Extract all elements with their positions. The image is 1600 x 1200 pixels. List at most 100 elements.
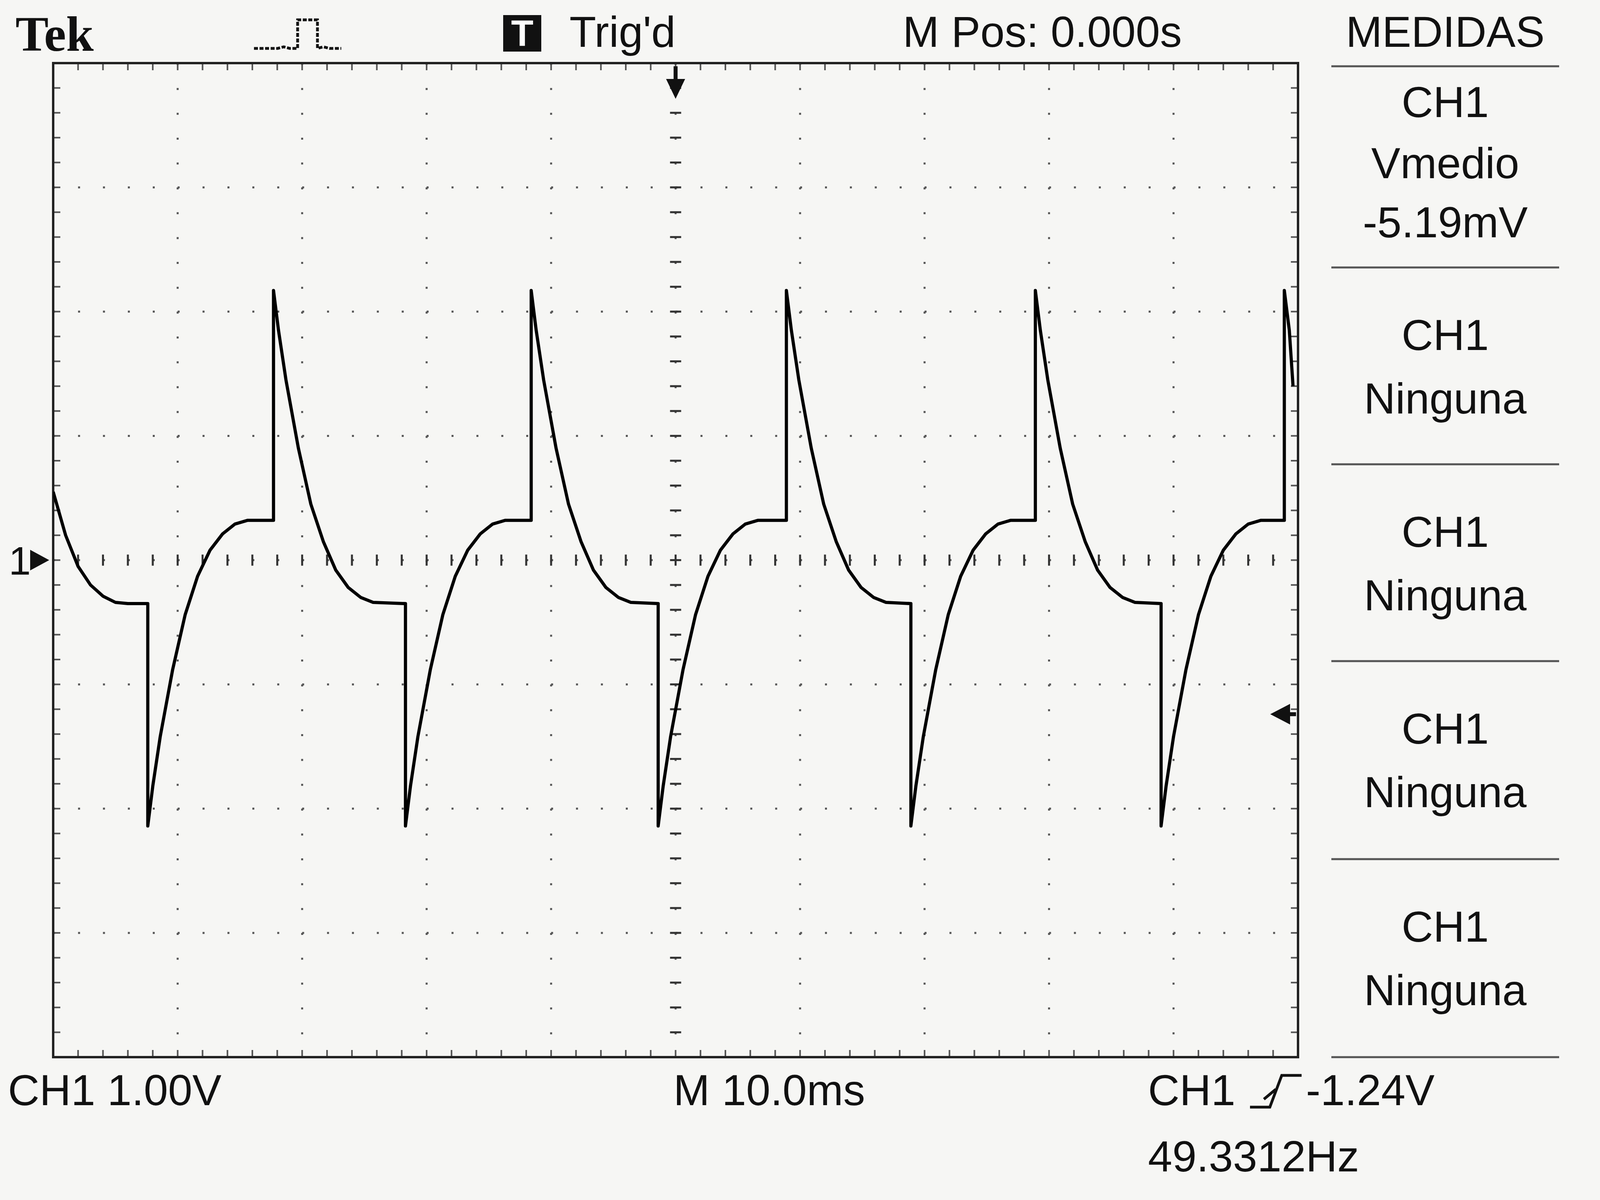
channel-scale: CH1 1.00V bbox=[7, 1065, 222, 1115]
minor-tick bbox=[625, 554, 627, 566]
measurement-source: CH1 bbox=[1401, 507, 1489, 556]
minor-tick bbox=[670, 335, 682, 338]
grid-line-x bbox=[923, 63, 926, 1058]
minor-tick bbox=[670, 509, 682, 512]
trigger-level-marker bbox=[1270, 703, 1297, 725]
ground-marker bbox=[30, 550, 50, 571]
minor-tick bbox=[670, 1031, 682, 1034]
minor-tick bbox=[1048, 554, 1050, 566]
minor-tick bbox=[670, 434, 682, 437]
minor-tick bbox=[724, 554, 727, 566]
time-scale: M 10.0ms bbox=[673, 1065, 866, 1115]
minor-tick bbox=[799, 554, 802, 566]
minor-tick bbox=[670, 261, 682, 264]
panel-separator bbox=[1331, 858, 1560, 861]
minor-tick bbox=[1147, 554, 1150, 566]
minor-tick bbox=[525, 554, 528, 566]
grid-line-x bbox=[1048, 63, 1050, 1058]
minor-tick bbox=[450, 554, 453, 566]
measurement-name: Ninguna bbox=[1363, 373, 1527, 423]
measurement-name: Ninguna bbox=[1363, 965, 1527, 1015]
measurement-source: CH1 bbox=[1401, 310, 1489, 360]
minor-tick bbox=[670, 310, 682, 313]
minor-tick bbox=[898, 554, 901, 566]
grid-line-y bbox=[53, 186, 1299, 189]
minor-tick bbox=[670, 285, 682, 288]
minor-tick bbox=[151, 554, 154, 566]
minor-tick bbox=[326, 554, 329, 566]
minor-tick bbox=[375, 554, 378, 566]
grid-line-x bbox=[425, 63, 428, 1058]
minor-tick bbox=[670, 484, 682, 487]
panel-separator bbox=[1331, 463, 1560, 466]
minor-tick bbox=[670, 161, 682, 164]
plot-frame bbox=[53, 63, 1299, 1058]
minor-tick bbox=[670, 236, 682, 239]
minor-tick bbox=[670, 782, 682, 785]
grid-line-x bbox=[176, 63, 179, 1058]
minor-tick bbox=[1247, 554, 1250, 566]
minor-tick bbox=[848, 554, 851, 566]
minor-tick bbox=[1272, 554, 1275, 566]
minor-tick bbox=[670, 658, 682, 661]
minor-tick bbox=[670, 832, 682, 835]
minor-tick bbox=[226, 554, 229, 566]
minor-tick bbox=[475, 554, 478, 566]
trigger-position-marker bbox=[666, 66, 686, 99]
minor-tick bbox=[500, 554, 503, 566]
minor-tick bbox=[400, 554, 403, 566]
grid-line-y bbox=[53, 931, 1299, 934]
minor-tick bbox=[670, 459, 682, 462]
scope-screen: 1 Tek T Trig'd M Pos: 0.000s MEDIDAS CH1 1.00V… bbox=[0, 0, 1600, 1200]
minor-tick bbox=[1023, 554, 1025, 566]
trace-group bbox=[53, 290, 1293, 827]
panel-separator bbox=[1331, 266, 1560, 269]
minor-tick bbox=[699, 554, 702, 566]
grid-line-x bbox=[550, 63, 552, 1058]
brand: Tek bbox=[15, 6, 94, 62]
minor-tick bbox=[774, 554, 777, 566]
minor-tick bbox=[823, 554, 826, 566]
minor-tick bbox=[176, 554, 179, 566]
grid-line-x bbox=[799, 63, 802, 1058]
minor-tick bbox=[670, 186, 682, 189]
measurement-source: CH1 bbox=[1401, 901, 1489, 951]
measurement-source: CH1 bbox=[1401, 77, 1489, 127]
minor-tick bbox=[301, 554, 304, 566]
minor-tick bbox=[425, 554, 428, 566]
grid-line-x bbox=[301, 63, 304, 1058]
minor-tick bbox=[670, 608, 682, 611]
measurements-header: MEDIDAS bbox=[1345, 7, 1545, 56]
minor-tick bbox=[670, 956, 682, 959]
minor-tick bbox=[600, 554, 602, 566]
minor-tick bbox=[670, 857, 682, 860]
grid-line-y bbox=[53, 310, 1299, 313]
trigger-status-icon: T bbox=[511, 13, 534, 54]
minor-tick bbox=[670, 757, 682, 760]
measurement-source: CH1 bbox=[1401, 703, 1489, 753]
horizontal-position: M Pos: 0.000s bbox=[902, 7, 1182, 56]
measurement-name: Vmedio bbox=[1371, 138, 1520, 188]
minor-tick bbox=[948, 554, 951, 566]
minor-tick bbox=[550, 554, 552, 566]
minor-tick bbox=[1098, 554, 1100, 566]
minor-tick bbox=[1222, 554, 1225, 566]
grid-line-x bbox=[1172, 63, 1175, 1058]
minor-tick bbox=[973, 554, 976, 566]
minor-tick bbox=[1122, 554, 1125, 566]
trigger-status: Trig'd bbox=[569, 7, 676, 56]
measurement-name: Ninguna bbox=[1363, 767, 1527, 817]
minor-tick bbox=[670, 633, 682, 636]
ground-marker-label: 1 bbox=[8, 538, 31, 583]
measurement-value: -5.19mV bbox=[1362, 197, 1528, 247]
minor-tick bbox=[670, 807, 682, 810]
grid-line-y bbox=[53, 559, 1299, 562]
minor-tick bbox=[670, 111, 682, 114]
grid-line-y bbox=[53, 683, 1299, 686]
minor-tick bbox=[670, 584, 682, 587]
minor-tick bbox=[575, 554, 577, 566]
panel-separator bbox=[1331, 660, 1560, 663]
minor-tick bbox=[670, 534, 682, 537]
panel-separator bbox=[1331, 65, 1560, 68]
grid-line-y bbox=[53, 807, 1299, 810]
